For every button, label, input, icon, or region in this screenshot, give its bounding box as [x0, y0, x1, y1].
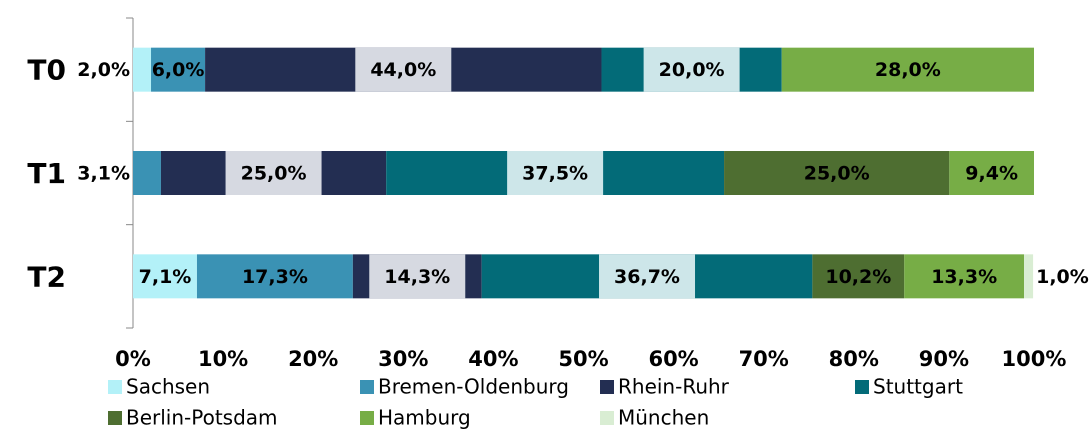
legend-swatch: [855, 380, 869, 394]
value-label: 14,3%: [384, 266, 450, 288]
x-tick-label: 60%: [648, 347, 698, 371]
x-tick-label: 30%: [378, 347, 428, 371]
x-tick-label: 80%: [829, 347, 879, 371]
legend-label: Hamburg: [378, 406, 471, 430]
value-label: 3,1%: [77, 163, 130, 185]
category-label: T0: [27, 54, 66, 87]
legend-swatch: [600, 411, 614, 425]
bar-segment: [1024, 254, 1034, 299]
category-label: T2: [27, 260, 66, 293]
legend-label: Berlin-Potsdam: [126, 406, 278, 430]
legend-swatch: [108, 380, 122, 394]
legend-swatch: [360, 380, 374, 394]
label-box: [355, 47, 452, 92]
bar-segment: [949, 151, 1034, 195]
x-tick-label: 100%: [1002, 347, 1067, 371]
x-tick-label: 0%: [115, 347, 151, 371]
bar-segment: [151, 47, 206, 92]
value-label: 37,5%: [522, 163, 588, 185]
value-label: 17,3%: [242, 266, 308, 288]
category-label: T1: [27, 157, 66, 190]
value-label: 10,2%: [825, 266, 891, 288]
value-label: 36,7%: [614, 266, 680, 288]
legend-label: Rhein-Ruhr: [618, 375, 730, 399]
x-tick-label: 20%: [288, 347, 338, 371]
bar-segment: [904, 254, 1025, 299]
legend-label: Sachsen: [126, 375, 210, 399]
value-label: 2,0%: [77, 59, 130, 81]
value-label: 9,4%: [965, 163, 1018, 185]
bar-segment: [133, 47, 152, 92]
legend-label: München: [618, 406, 709, 430]
legend-swatch: [600, 380, 614, 394]
x-tick-label: 70%: [739, 347, 789, 371]
label-box: [507, 151, 604, 195]
value-label: 28,0%: [875, 59, 941, 81]
x-tick-label: 50%: [558, 347, 608, 371]
bar-segment: [812, 254, 905, 299]
x-tick-label: 90%: [919, 347, 969, 371]
value-label: 25,0%: [241, 163, 307, 185]
value-label: 20,0%: [659, 59, 725, 81]
x-tick-label: 40%: [468, 347, 518, 371]
bar-segment: [196, 254, 353, 299]
x-tick-label: 10%: [198, 347, 248, 371]
bar-segment: [133, 151, 161, 195]
value-label: 25,0%: [804, 163, 870, 185]
bar-segment: [781, 47, 1034, 92]
label-box: [643, 47, 740, 92]
bar-segment: [724, 151, 950, 195]
value-label: 1,0%: [1036, 266, 1089, 288]
label-box: [225, 151, 322, 195]
legend-swatch: [360, 411, 374, 425]
label-box: [599, 254, 696, 299]
value-label: 6,0%: [152, 59, 205, 81]
legend-swatch: [108, 411, 122, 425]
label-box: [369, 254, 466, 299]
legend-label: Bremen-Oldenburg: [378, 375, 569, 399]
value-label: 7,1%: [139, 266, 192, 288]
bar-segment: [133, 254, 197, 299]
value-label: 13,3%: [931, 266, 997, 288]
legend-label: Stuttgart: [873, 375, 963, 399]
value-label: 44,0%: [370, 59, 436, 81]
